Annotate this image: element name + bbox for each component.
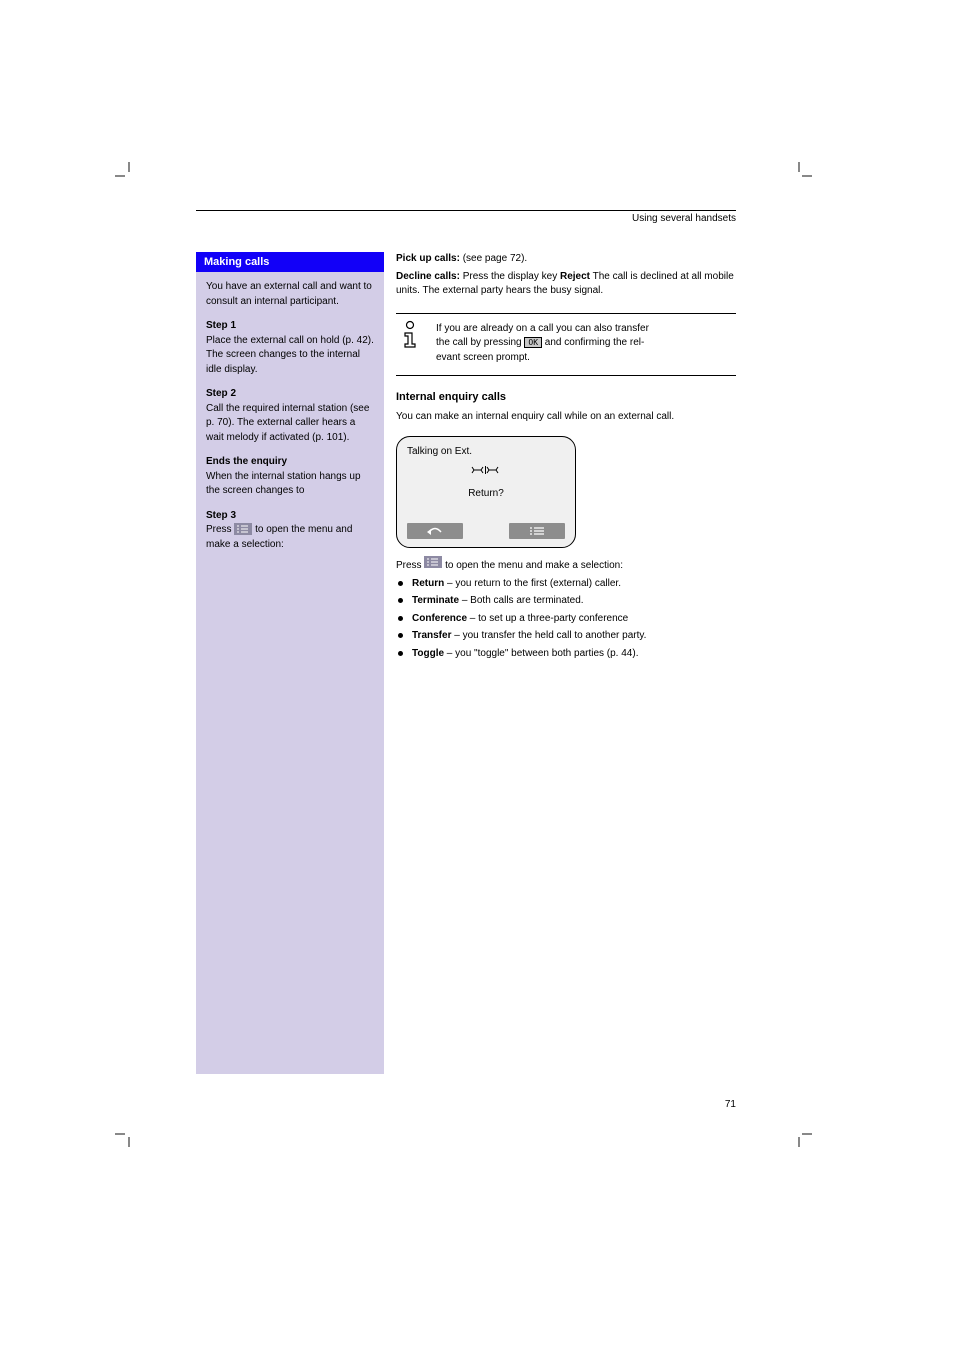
page-number: 71 — [725, 1099, 736, 1110]
ok-button-glyph: OK — [524, 337, 542, 349]
crop-mark — [118, 165, 138, 185]
phone-display: Talking on Ext. Return? — [396, 436, 576, 548]
ends-label: Ends the enquiry — [206, 456, 287, 467]
press-instruction: Press to open the menu and make a select… — [396, 556, 736, 574]
sidebar-heading: Making calls — [196, 252, 384, 272]
list-item: Conference – to set up a three-party con… — [396, 612, 736, 627]
back-arrow-icon — [425, 526, 445, 536]
page-title: Using several handsets — [196, 213, 736, 224]
sidebar-intro: You have an external call and want to co… — [206, 280, 374, 309]
decline-calls: Decline calls: Press the display key Rej… — [396, 270, 736, 299]
step1-text: Place the external call on hold (p. 42).… — [206, 334, 374, 378]
step-label: Step 2 — [206, 388, 236, 399]
step3-text: Press to open the menu and make a select… — [206, 523, 374, 552]
pickup-calls: Pick up calls: (see page 72). — [396, 252, 736, 267]
signal-icon — [471, 464, 501, 476]
softkey-back — [407, 523, 463, 539]
step2-text: Call the required internal station (see … — [206, 402, 374, 446]
step-label: Step 3 — [206, 510, 236, 521]
list-item: Transfer – you transfer the held call to… — [396, 629, 736, 644]
sidebar: Making calls You have an external call a… — [196, 252, 384, 1074]
list-item: Toggle – you "toggle" between both parti… — [396, 647, 736, 662]
crop-mark — [790, 165, 810, 185]
display-line1: Talking on Ext. — [407, 445, 565, 460]
display-line2: Return? — [407, 487, 565, 502]
menu-icon — [234, 523, 252, 535]
menu-icon — [424, 560, 442, 571]
step-label: Step 1 — [206, 320, 236, 331]
option-list: Return – you return to the first (extern… — [396, 577, 736, 662]
crop-mark — [118, 1125, 138, 1145]
main-content: Pick up calls: (see page 72). Decline ca… — [396, 252, 736, 664]
section-intro: You can make an internal enquiry call wh… — [396, 410, 736, 425]
section-heading: Internal enquiry calls — [396, 390, 736, 406]
crop-mark — [790, 1125, 810, 1145]
list-item: Return – you return to the first (extern… — [396, 577, 736, 592]
softkey-menu — [509, 523, 565, 539]
info-icon — [398, 320, 422, 356]
ends-text: When the internal station hangs up the s… — [206, 470, 374, 499]
menu-icon — [528, 526, 546, 536]
list-item: Terminate – Both calls are terminated. — [396, 594, 736, 609]
manual-page: Using several handsets Making calls You … — [196, 210, 736, 230]
note-content: If you are already on a call you can als… — [436, 322, 736, 366]
note-box: If you are already on a call you can als… — [396, 313, 736, 377]
